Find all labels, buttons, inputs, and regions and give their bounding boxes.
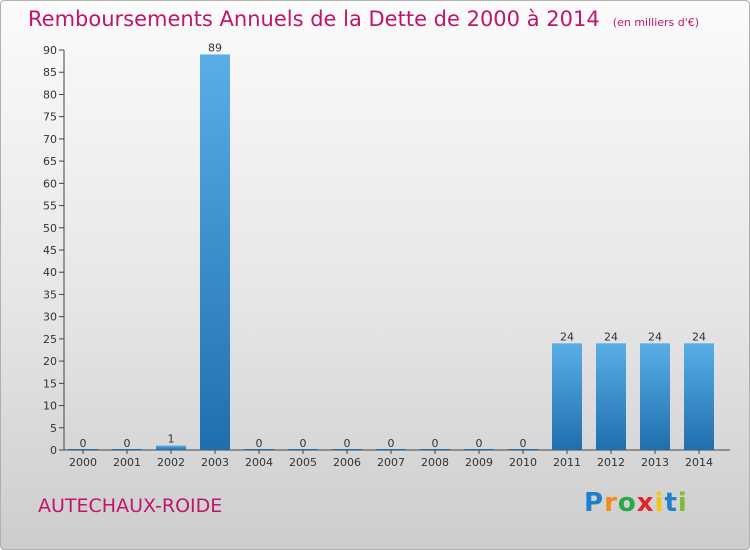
logo-letter: o [617,488,637,518]
data-label: 0 [388,437,395,450]
x-tick-label: 2004 [245,456,273,469]
bar [156,445,186,450]
y-tick-label: 85 [43,66,57,79]
chart-title-block: Remboursements Annuels de la Dette de 20… [28,7,699,31]
x-tick-label: 2005 [289,456,317,469]
data-label: 1 [168,433,175,446]
bar [596,343,626,450]
y-tick-label: 75 [43,111,57,124]
data-label: 0 [256,437,263,450]
bar [508,449,538,450]
data-label: 0 [344,437,351,450]
y-tick-label: 80 [43,88,57,101]
bar [112,449,142,450]
data-label: 24 [648,330,662,343]
logo-letter: i [654,488,665,518]
bar [376,449,406,450]
y-tick-label: 65 [43,155,57,168]
data-label: 0 [300,437,307,450]
y-tick-label: 30 [43,311,57,324]
data-label: 24 [692,330,706,343]
logo-letter: i [677,488,688,518]
bar [420,449,450,450]
x-tick-label: 2007 [377,456,405,469]
x-tick-label: 2006 [333,456,361,469]
logo-letter: P [584,488,605,518]
logo-letter: r [604,488,618,518]
y-tick-label: 70 [43,133,57,146]
bar [332,449,362,450]
y-tick-label: 90 [43,44,57,57]
data-label: 24 [604,330,618,343]
y-tick-label: 20 [43,355,57,368]
x-tick-label: 2009 [465,456,493,469]
bar [200,54,230,450]
proxiti-logo: Proxiti [584,488,688,518]
y-tick-label: 25 [43,333,57,346]
x-tick-label: 2010 [509,456,537,469]
x-tick-label: 2014 [685,456,713,469]
x-tick-label: 2008 [421,456,449,469]
data-label: 0 [520,437,527,450]
x-tick-label: 2001 [113,456,141,469]
bar [68,449,98,450]
bar [552,343,582,450]
y-tick-label: 5 [50,422,57,435]
chart-title: Remboursements Annuels de la Dette de 20… [28,7,600,31]
data-label: 89 [208,41,222,54]
y-tick-label: 35 [43,288,57,301]
y-tick-label: 60 [43,177,57,190]
bar [244,449,274,450]
bar [684,343,714,450]
x-tick-label: 2002 [157,456,185,469]
x-tick-label: 2013 [641,456,669,469]
y-tick-label: 40 [43,266,57,279]
y-tick-label: 50 [43,222,57,235]
y-tick-label: 10 [43,400,57,413]
y-tick-label: 45 [43,244,57,257]
data-label: 0 [80,437,87,450]
x-tick-label: 2000 [69,456,97,469]
y-tick-label: 15 [43,377,57,390]
commune-name: AUTECHAUX-ROIDE [38,495,223,517]
data-label: 0 [432,437,439,450]
logo-letter: x [636,488,655,518]
bar [464,449,494,450]
x-tick-label: 2012 [597,456,625,469]
y-tick-label: 55 [43,200,57,213]
data-label: 0 [476,437,483,450]
y-tick-label: 0 [50,444,57,457]
data-label: 24 [560,330,574,343]
data-label: 0 [124,437,131,450]
x-tick-label: 2011 [553,456,581,469]
x-tick-label: 2003 [201,456,229,469]
chart-subtitle: (en milliers d'€) [612,16,700,29]
logo-letter: t [664,488,678,518]
bar [288,449,318,450]
bar [640,343,670,450]
